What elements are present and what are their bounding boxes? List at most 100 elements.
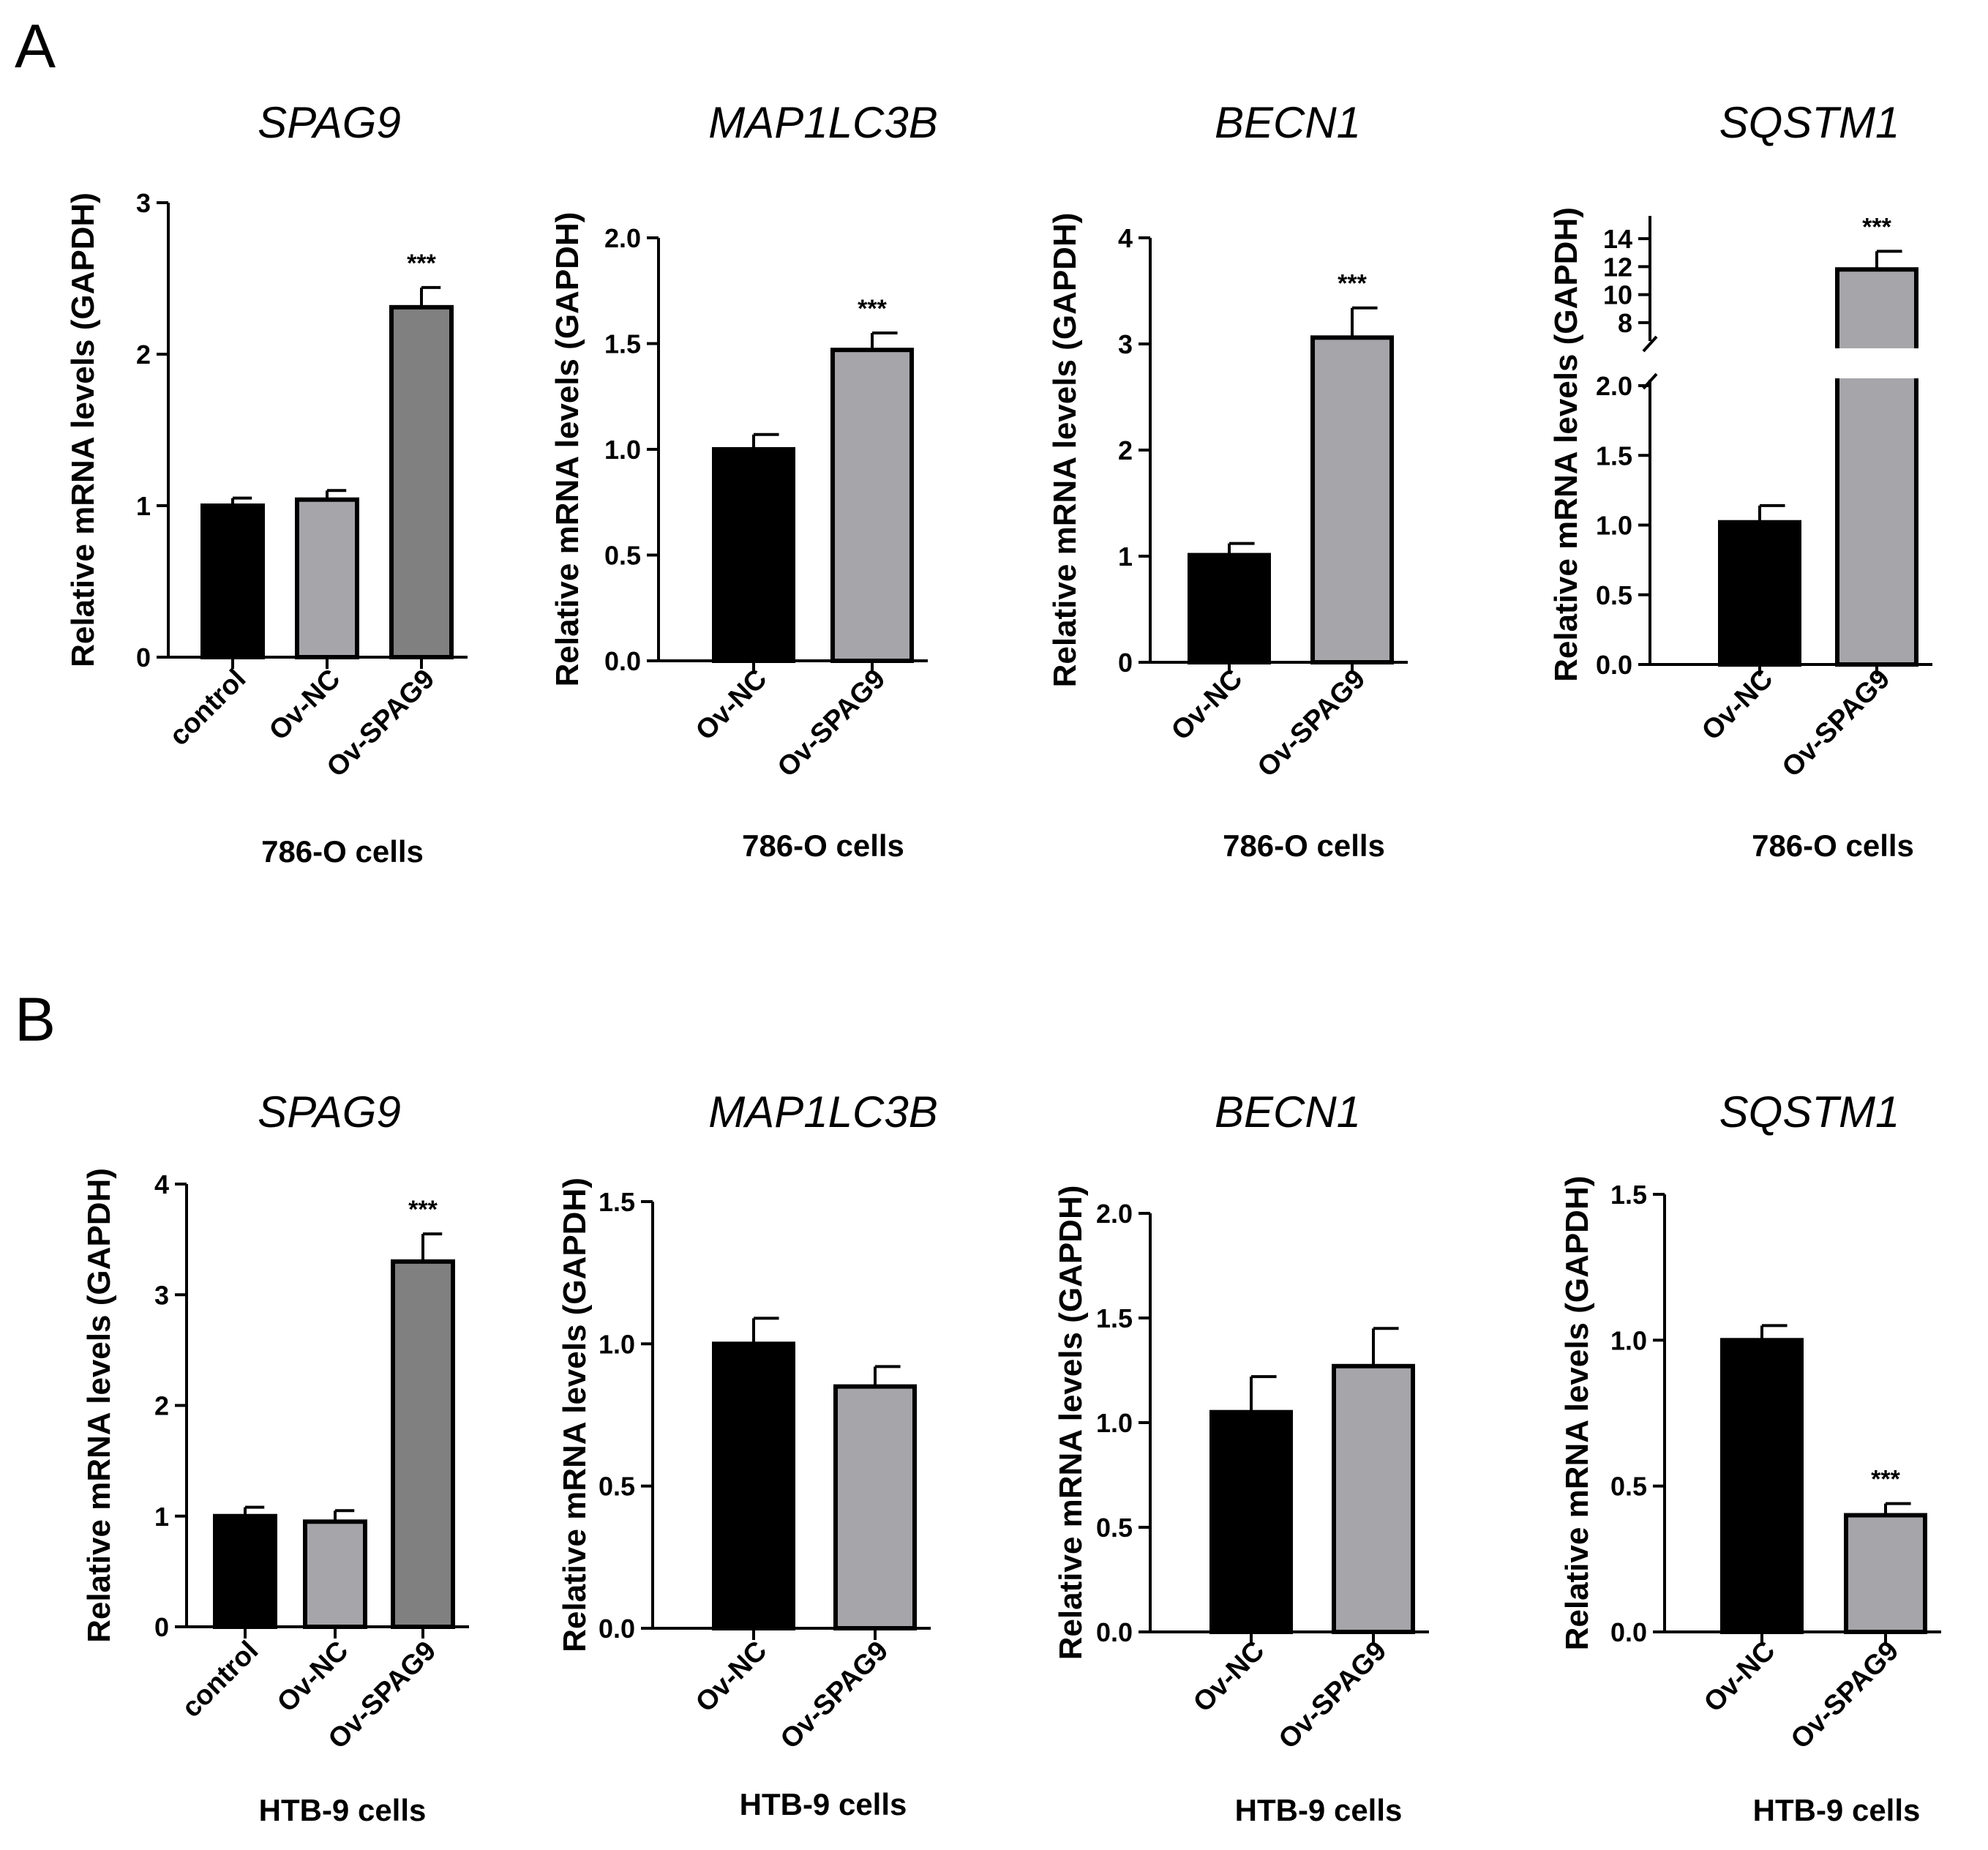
chart-title: SQSTM1 [1719,98,1900,147]
y-tick-label: 0.0 [1610,1617,1647,1647]
significance-label: *** [1871,1466,1900,1494]
y-tick-label: 1.0 [1096,1408,1133,1438]
y-tick-label: 1.0 [1596,511,1632,541]
category-label: Ov-SPAG9 [1252,664,1372,784]
y-tick-label: 8 [1618,308,1632,338]
chart-title: MAP1LC3B [708,98,937,147]
y-tick-label: 1 [136,491,151,521]
y-tick-label: 2.0 [1096,1199,1133,1229]
category-label: Ov-SPAG9 [1273,1636,1393,1756]
bar-ov-spag9 [833,1384,917,1630]
y-tick-label: 1.0 [604,435,641,465]
y-tick-label: 1.5 [1596,441,1632,471]
bar-ov-spag9 [389,304,454,659]
significance-label: *** [408,1196,438,1224]
bar-ov-spag9 [391,1259,455,1629]
y-tick-label: 0.0 [1596,650,1632,680]
panel-label-b: B [15,985,56,1054]
y-tick-label: 1.0 [599,1329,635,1359]
y-axis-label: Relative mRNA levels (GAPDH) [549,212,585,687]
chart-title: SPAG9 [258,98,401,147]
bar-ov-nc [712,1341,795,1631]
category-label: Ov-NC [1698,1636,1781,1718]
y-tick-label: 3 [136,188,151,218]
y-tick-label: 14 [1603,224,1632,254]
bar-ov-nc [1188,553,1271,664]
bar-control [213,1513,277,1629]
chart-b-becn1: BECN1 Relative mRNA levels (GAPDH) 0.0 0.5 1… [1053,1087,1429,1827]
chart-b-map1lc3b: MAP1LC3B Relative mRNA levels (GAPDH) 0.0 0… [557,1087,938,1821]
y-tick-label: 3 [1118,329,1133,359]
y-tick-label: 1.5 [599,1187,635,1217]
x-axis-label: 786-O cells [1223,828,1385,863]
y-axis-label: Relative mRNA levels (GAPDH) [557,1177,593,1652]
y-tick-label: 4 [1118,223,1133,253]
y-tick-label: 2.0 [604,223,641,253]
category-label: Ov-SPAG9 [1785,1636,1905,1756]
y-axis-label: Relative mRNA levels (GAPDH) [1053,1186,1089,1660]
y-tick-label: 1.5 [1610,1180,1647,1210]
bar-ov-nc [1720,1338,1804,1635]
x-axis-label: HTB-9 cells [740,1787,907,1821]
y-tick-label: 3 [154,1280,169,1310]
bar-ov-nc [295,497,359,659]
category-label: Ov-NC [1696,664,1779,746]
y-tick-label: 4 [154,1169,169,1199]
x-axis-label: 786-O cells [742,828,904,863]
x-axis-label: 786-O cells [1752,828,1914,863]
bar-ov-spag9 [830,348,914,663]
bar-control [200,503,265,659]
x-axis-label: HTB-9 cells [259,1793,427,1827]
panel-label-a: A [15,12,56,80]
chart-a-map1lc3b: MAP1LC3B Relative mRNA levels (GAPDH) 0.0 0… [549,98,938,863]
significance-label: *** [1338,270,1367,298]
y-tick-label: 2 [1118,435,1133,465]
y-tick-label: 0 [136,643,151,673]
y-tick-label: 0.5 [599,1472,635,1502]
y-tick-label: 0.0 [604,646,641,676]
category-label: Ov-NC [690,1636,773,1718]
x-axis-label: HTB-9 cells [1753,1793,1921,1827]
y-tick-label: 0.5 [1096,1513,1133,1543]
chart-a-sqstm1: SQSTM1 Relative mRNA levels (GAPDH) 0.0 0.5… [1548,98,1932,863]
bar-ov-nc [712,447,795,663]
y-axis-label: Relative mRNA levels (GAPDH) [1559,1176,1595,1651]
y-tick-label: 2 [136,340,151,370]
y-tick-label: 0.0 [599,1614,635,1644]
bar-ov-spag9 [1835,267,1918,667]
y-tick-label: 10 [1603,280,1632,310]
y-tick-label: 0.5 [1610,1472,1647,1502]
x-axis-label: 786-O cells [261,834,424,869]
category-label: Ov-NC [1166,664,1248,746]
y-tick-label: 0.5 [1596,580,1632,610]
category-label: Ov-SPAG9 [1777,664,1897,784]
chart-b-spag9: SPAG9 Relative mRNA levels (GAPDH) 0 1 2 3 4 co… [81,1087,469,1827]
y-tick-label: 0 [1118,648,1133,678]
y-tick-label: 1.5 [604,329,641,359]
bar-ov-nc [1718,520,1801,667]
x-axis-label: HTB-9 cells [1235,1793,1403,1827]
chart-title: SPAG9 [258,1087,401,1136]
significance-label: *** [407,250,436,277]
chart-a-becn1: BECN1 Relative mRNA levels (GAPDH) 0 1 2 3 4 Ov… [1047,98,1408,863]
category-label: Ov-NC [263,664,346,746]
axis-break-gap [1833,348,1921,378]
y-tick-label: 0.0 [1096,1617,1133,1647]
chart-title: MAP1LC3B [708,1087,937,1136]
chart-b-sqstm1: SQSTM1 Relative mRNA levels (GAPDH) 0.0 0.5… [1559,1087,1941,1827]
y-tick-label: 2 [154,1391,169,1421]
y-tick-label: 12 [1603,252,1632,282]
bar-ov-nc [303,1519,367,1629]
category-label: Ov-SPAG9 [772,664,892,784]
y-tick-label: 0.5 [604,541,641,571]
category-label: Ov-NC [271,1636,354,1718]
y-tick-label: 2.0 [1596,371,1632,401]
category-label: Ov-SPAG9 [775,1636,895,1756]
y-tick-label: 0 [154,1612,169,1642]
bar-ov-nc [1209,1409,1293,1634]
category-label: Ov-NC [690,664,773,746]
chart-title: BECN1 [1215,1087,1361,1136]
chart-title: BECN1 [1215,98,1361,147]
bar-ov-spag9 [1844,1513,1927,1635]
